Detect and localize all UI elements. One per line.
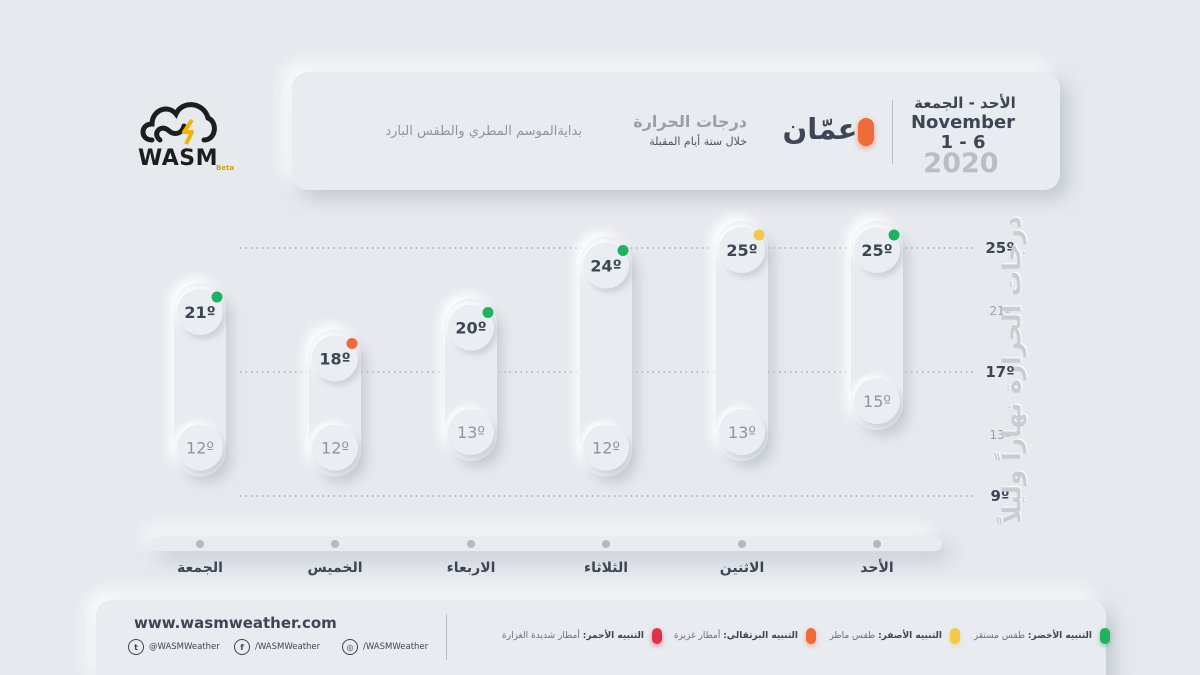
temp-range-bar — [851, 221, 903, 430]
day-dot — [602, 540, 610, 548]
day-label: الأحد — [860, 560, 894, 576]
low-temp-label: 12º — [186, 439, 214, 458]
high-temp-label: 21º — [184, 303, 215, 322]
high-temp-circle — [312, 335, 358, 382]
alert-dot — [753, 229, 765, 241]
low-temp-circle — [583, 424, 629, 471]
twitter-icon: t — [128, 639, 144, 655]
high-temp-label: 25º — [726, 241, 757, 260]
date-days: الأحد - الجمعة — [914, 94, 1016, 112]
alert-dot — [211, 291, 223, 303]
day-axis-track — [150, 537, 942, 551]
date-month: November — [910, 112, 1016, 133]
twitter-handle[interactable]: t @WASMWeather — [128, 638, 220, 656]
website-link[interactable]: www.wasmweather.com — [134, 614, 337, 632]
high-temp-label: 20º — [455, 319, 486, 338]
temp-range-bar — [580, 236, 632, 477]
header-subtitle: خلال ستة أيام المقبلة — [649, 135, 747, 148]
y-tick-label: 25º — [985, 239, 1014, 257]
date-range: 1 - 6 — [940, 132, 986, 153]
high-temp-label: 25º — [861, 241, 892, 260]
high-temp-circle — [177, 289, 223, 335]
y-tick-label: 13º — [990, 428, 1011, 442]
instagram-handle[interactable]: ◎ /WASMWeather — [342, 638, 428, 656]
alert-dot — [346, 338, 358, 349]
cloud-lightning-icon — [140, 102, 217, 145]
alert-legend-text: التنبيه البرتقالي: أمطار غزيرة — [673, 631, 798, 641]
day-label: الخميس — [307, 560, 363, 576]
temp-range-bar — [716, 221, 768, 461]
high-temp-label: 24º — [590, 257, 621, 276]
footer-card: www.wasmweather.com t @WASMWeather f /WA… — [96, 600, 1110, 675]
low-temp-circle — [448, 409, 494, 455]
header-divider — [892, 100, 893, 164]
day-dot — [873, 540, 881, 548]
facebook-icon: f — [234, 639, 250, 655]
city-name: عمّان — [782, 112, 858, 146]
day-label: الجمعة — [177, 560, 223, 576]
low-temp-circle — [312, 424, 358, 471]
alert-legend-text: التنبيه الأخضر: طقس مستقر — [973, 631, 1092, 641]
high-temp-circle — [719, 227, 765, 273]
wasm-logo: WASM Beta — [132, 92, 247, 182]
day-label: الثلاثاء — [583, 560, 629, 576]
header-card: الأحد - الجمعة November 1 - 6 2020 عمّان… — [292, 72, 1060, 190]
alert-legend-text: التنبيه الأصفر: طقس ماطر — [829, 631, 942, 641]
alert-legend-text: التنبيه الأحمر: أمطار شديدة الغزارة — [502, 631, 644, 641]
high-temp-circle — [448, 304, 494, 351]
low-temp-label: 12º — [592, 439, 620, 458]
logo-text: WASM — [138, 146, 219, 171]
low-temp-label: 13º — [728, 423, 756, 442]
day-label: الاثنين — [719, 560, 765, 576]
instagram-icon: ◎ — [342, 639, 358, 655]
alert-legend-item: التنبيه الأخضر: طقس مستقر — [974, 628, 1110, 644]
logo-beta: Beta — [216, 164, 235, 172]
low-temp-circle — [854, 378, 900, 424]
low-temp-circle — [177, 424, 223, 471]
date-year: 2020 — [923, 148, 999, 179]
high-temp-circle — [854, 227, 900, 273]
low-temp-circle — [719, 409, 765, 455]
day-label: الاربعاء — [446, 560, 496, 576]
y-tick-label: 9º — [991, 487, 1010, 505]
city-alert-dot — [858, 118, 874, 146]
alert-dot — [617, 245, 629, 256]
alert-color-dot — [950, 628, 960, 644]
footer-divider — [446, 614, 447, 660]
alert-legend-item: التنبيه البرتقالي: أمطار غزيرة — [674, 628, 816, 644]
facebook-handle[interactable]: f /WASMWeather — [234, 638, 320, 656]
alert-legend-item: التنبيه الأحمر: أمطار شديدة الغزارة — [502, 628, 662, 644]
alert-legend-item: التنبيه الأصفر: طقس ماطر — [829, 628, 960, 644]
day-dot — [738, 540, 746, 548]
high-temp-circle — [583, 242, 629, 289]
alert-dot — [482, 307, 494, 318]
low-temp-label: 13º — [457, 423, 485, 442]
day-dot — [467, 540, 475, 548]
high-temp-label: 18º — [319, 350, 350, 369]
alert-color-dot — [806, 628, 816, 644]
day-dot — [196, 540, 204, 548]
header-title: درجات الحرارة — [633, 112, 747, 131]
y-tick-label: 17º — [985, 363, 1014, 381]
low-temp-label: 15º — [863, 392, 891, 411]
temp-range-bar — [174, 283, 226, 477]
low-temp-label: 12º — [321, 439, 349, 458]
alert-color-dot — [1100, 628, 1110, 644]
alert-dot — [888, 229, 900, 241]
alert-color-dot — [652, 628, 662, 644]
y-tick-label: 21º — [990, 304, 1011, 318]
header-description: بدايةالموسم المطري والطقس البارد — [385, 124, 582, 139]
day-dot — [331, 540, 339, 548]
